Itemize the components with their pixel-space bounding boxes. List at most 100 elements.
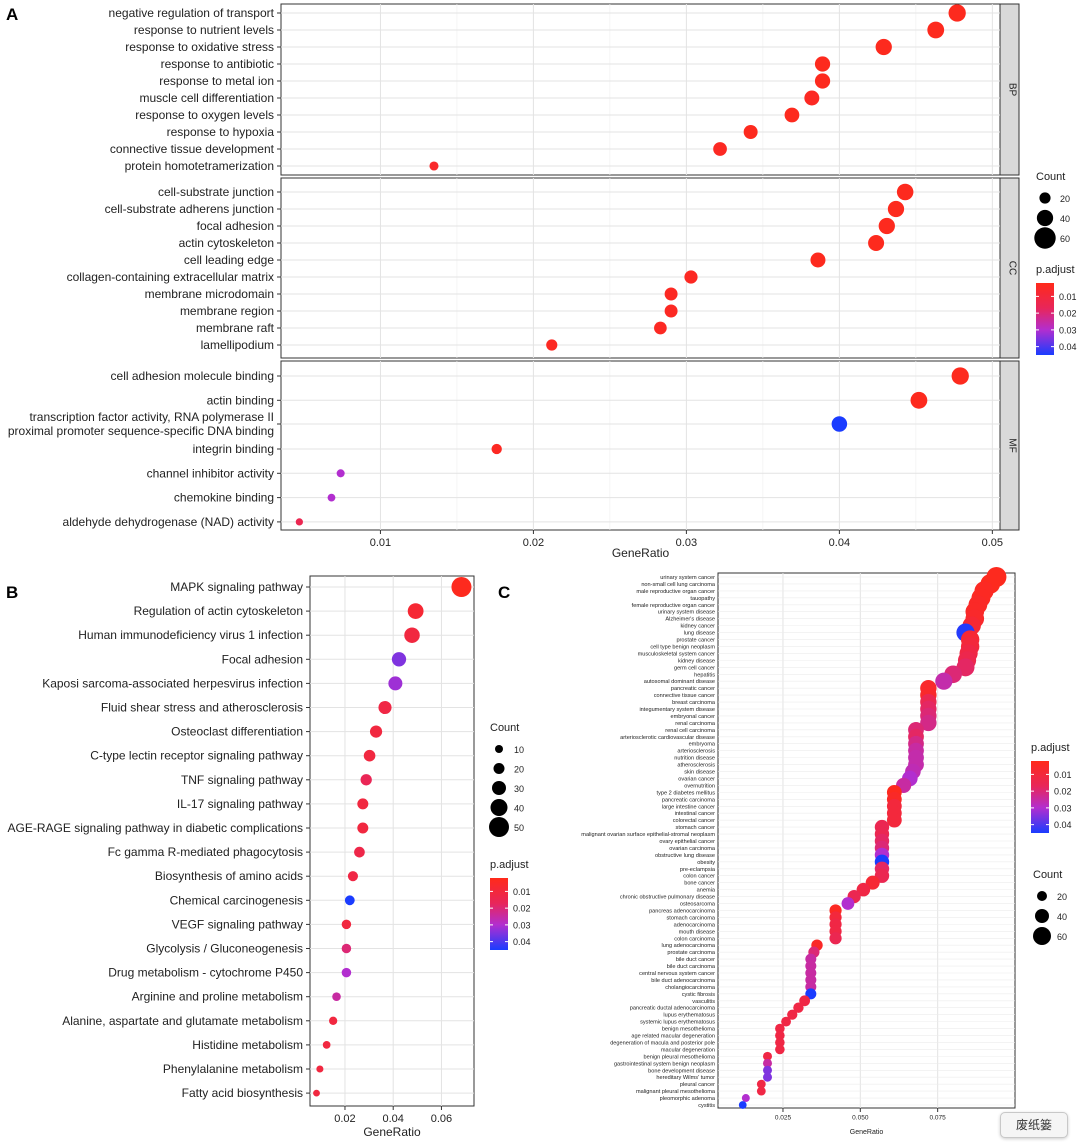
panel-c-padj-tick-label: 0.04 [1054,820,1072,830]
panel-c-point-malignant-pleural-mesothelioma [756,1086,766,1096]
panel-a-term-label-line1: transcription factor activity, RNA polym… [29,410,274,424]
panel-a-point-transcription-factor-activity-rna-polyme [831,416,848,432]
panel-a-x-axis-title: GeneRatio [612,546,670,560]
panel-c-term-label: mouth disease [679,929,715,935]
panel-a-point-actin-binding [910,391,928,409]
panel-c-point-anemia [856,882,871,897]
panel-a-point-cell-leading-edge [810,252,826,268]
panel-a-count-legend-dot [1034,227,1056,249]
panel-a-point-integrin-binding [491,443,502,455]
panel-c-term-label: bone development disease [648,1068,715,1074]
panel-b-count-legend-label: 20 [514,765,524,775]
panel-c-count-legend-label: 20 [1057,892,1067,902]
panel-c-term-label: benign mesothelioma [662,1027,716,1033]
panel-a-x-tick-label: 0.02 [523,537,544,549]
panel-c-term-label: ovary epithelial cancer [659,839,715,845]
panel-c-term-label: cystitis [698,1103,715,1109]
panel-a-point-response-to-oxygen-levels [784,107,800,123]
panel-c-term-label: pre-eclampsia [680,867,716,873]
panel-a-term-label: membrane microdomain [145,287,274,301]
panel-c-term-label: prostate carcinoma [667,950,715,956]
panel-c-term-label: malignant ovarian surface epithelial-str… [581,832,715,838]
panel-a-term-label: membrane raft [196,321,275,335]
panel-c-term-label: ovarian cancer [678,776,715,782]
panel-b-term-label: Focal adhesion [222,652,303,666]
panel-b-point-osteoclast-differentiation [369,725,383,738]
panel-a-term-label: protein homotetramerization [125,159,274,173]
panel-c-term-label: arteriosclerotic cardiovascular disease [620,735,715,741]
panel-a-x-tick-label: 0.04 [829,537,850,549]
panel-c-term-label: bile duct carcinoma [667,964,716,970]
panel-b-padj-tick-label: 0.03 [513,920,531,930]
panel-b-x-axis-title: GeneRatio [363,1125,421,1139]
panel-b-point-human-immunodeficiency-virus-1-infection [404,627,420,643]
panel-a-point-connective-tissue-development [713,142,727,156]
panel-a-x-tick-label: 0.05 [982,537,1003,549]
panel-c-term-label: pancreatic cancer [671,686,715,692]
panel-a-term-label: response to hypoxia [167,125,275,139]
panel-c-term-label: bone cancer [684,881,715,887]
panel-c-term-label: hereditary Wilms' tumor [656,1075,715,1081]
panel-b-term-label: Histidine metabolism [192,1038,303,1052]
panel-b-term-label: Arginine and proline metabolism [132,990,303,1004]
panel-c-point-systemic-lupus-erythematosus [781,1016,791,1027]
panel-c-term-label: pleomorphic adenoma [660,1096,716,1102]
panel-c-term-label: nutrition disease [674,756,715,762]
panel-b: MAPK signaling pathway Regulation of acti… [8,575,531,1139]
panel-a-point-cell-substrate-junction [896,183,914,201]
panel-c-term-label: bile duct cancer [676,957,715,963]
panel-c-point-pleural-cancer [756,1079,766,1089]
panel-a-count-legend-label: 40 [1060,214,1070,224]
panel-c-point-vasculitis [799,995,811,1007]
panel-a-term-label: lamellipodium [201,338,274,352]
panel-b-x-tick-label: 0.04 [382,1113,403,1125]
panel-c-term-label: pleural cancer [680,1082,715,1088]
panel-a-term-label: chemokine binding [174,491,274,505]
panel-c-padj-colorbar [1031,761,1049,833]
panel-a-point-response-to-nutrient-levels [927,21,945,39]
panel-c-count-legend-label: 40 [1057,912,1067,922]
panel-a-term-label: cell adhesion molecule binding [111,369,274,383]
panel-a-term-label: integrin binding [193,442,274,456]
panel-b-padj-tick-label: 0.04 [513,937,531,947]
panel-c-term-label: cystic fibrosis [682,992,715,998]
panel-c-term-label: degeneration of macula and posterior pol… [610,1040,715,1046]
panel-a-term-label: cell-substrate junction [158,185,274,199]
panel-a-padj-colorbar [1036,283,1054,355]
panel-c-term-label: central nervous system cancer [639,971,715,977]
panel-a-facet-box [280,360,1001,531]
panel-c-term-label: integumentary system disease [639,707,715,713]
panel-a: BP negative regulation of transport respon… [8,3,1077,560]
panel-b-point-mapk-signaling-pathway [451,577,472,597]
panel-c-term-label: vasculitis [692,999,715,1005]
panel-a-term-label: collagen-containing extracellular matrix [67,270,274,284]
panel-c-term-label: breast carcinoma [672,700,716,706]
panel-a-count-legend-label: 60 [1060,234,1070,244]
panel-c-point-macular-degeneration [775,1044,785,1055]
panel-c-point-colon-carcinoma [829,932,842,945]
panel-a-term-label: actin binding [207,393,274,407]
panel-b-term-label: Alanine, aspartate and glutamate metabol… [62,1014,303,1028]
panel-b-padj-tick-label: 0.02 [513,904,531,914]
panel-a-point-actin-cytoskeleton [868,234,885,252]
panel-a-facet-strip [999,3,1020,176]
panel-c-padj-tick-label: 0.03 [1054,803,1072,813]
panel-a-facet-box [280,3,1001,176]
panel-a-facet-label-cc: CC [1007,261,1018,275]
panel-c-term-label: atherosclerosis [677,763,715,769]
panel-b-term-label: Osteoclast differentiation [171,725,303,739]
panel-c-term-label: stomach cancer [676,825,716,831]
panel-a-point-cell-adhesion-molecule-binding [951,367,969,385]
panel-a-point-muscle-cell-differentiation [804,90,820,106]
panel-b-term-label: Phenylalanine metabolism [163,1062,303,1076]
trash-button[interactable]: 废纸篓 [1000,1112,1068,1138]
panel-a-facet-strip [999,360,1020,531]
panel-a-term-label: response to nutrient levels [134,23,274,37]
panel-a-point-chemokine-binding [327,493,336,502]
panel-b-term-label: AGE-RAGE signaling pathway in diabetic c… [8,821,303,835]
panel-b-point-fc-gamma-r-mediated-phagocytosis [354,846,365,858]
panel-a-term-label: response to metal ion [159,74,274,88]
panel-a-term-label: response to oxygen levels [135,108,274,122]
panel-a-term-label: channel inhibitor activity [147,466,274,480]
